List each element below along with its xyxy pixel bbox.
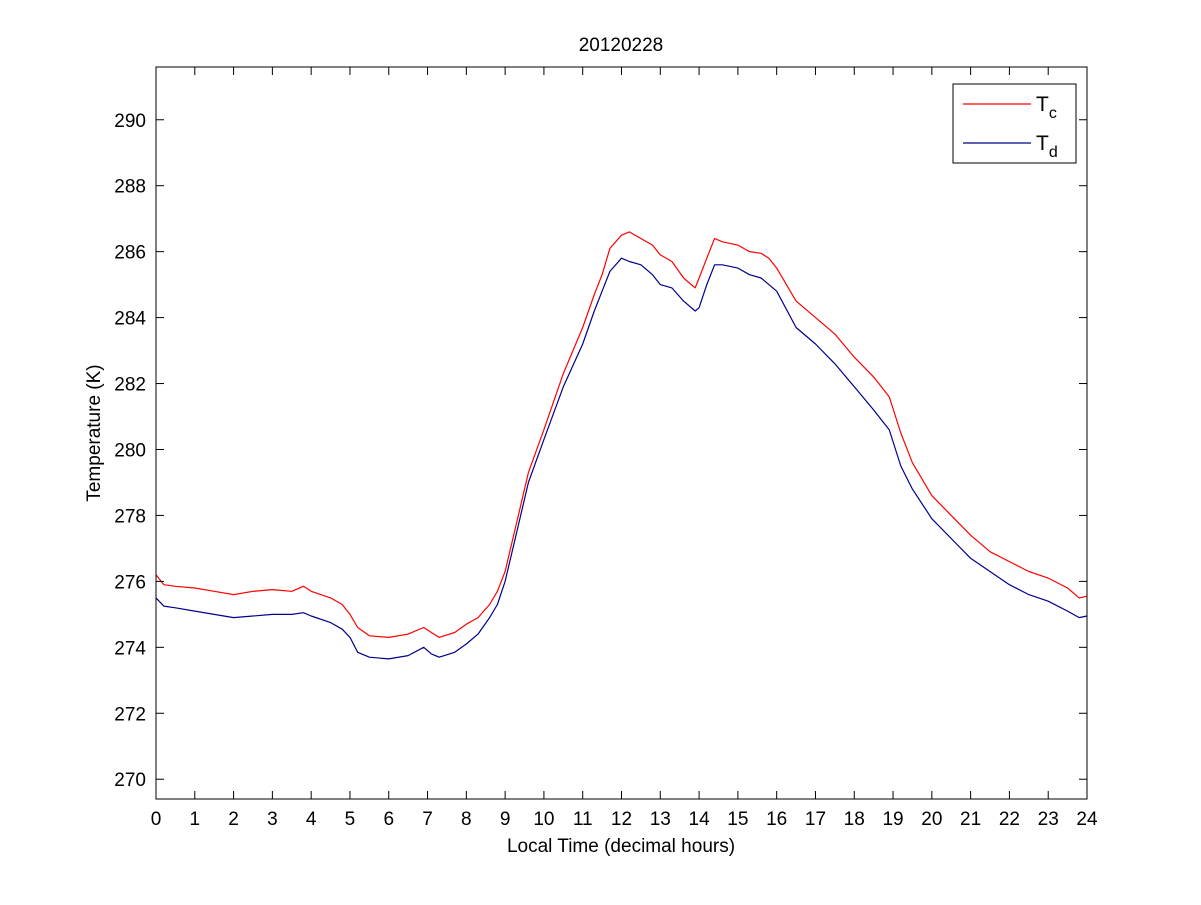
series-line-tc <box>155 231 1088 639</box>
x-tick-label: 10 <box>533 809 554 830</box>
legend-box <box>952 83 1077 164</box>
legend-label-subscript: d <box>1049 144 1058 161</box>
x-tick-label: 6 <box>383 809 394 830</box>
y-tick-label: 270 <box>114 770 146 791</box>
y-tick-label: 290 <box>114 111 146 132</box>
y-tick-label: 278 <box>114 506 146 527</box>
chart-title: 20120228 <box>579 35 664 56</box>
x-tick-label: 18 <box>844 809 865 830</box>
x-tick-label: 16 <box>766 809 787 830</box>
y-tick-label: 272 <box>114 704 146 725</box>
x-tick-label: 11 <box>573 809 593 830</box>
x-tick-label: 7 <box>422 809 433 830</box>
x-tick-label: 22 <box>999 809 1020 830</box>
x-tick-label: 1 <box>190 809 201 830</box>
series-layer <box>155 231 1088 660</box>
x-tick-label: 0 <box>151 809 162 830</box>
y-tick-label: 284 <box>114 309 146 330</box>
x-tick-label: 12 <box>611 809 632 830</box>
series-line-td <box>155 257 1088 660</box>
x-tick-label: 21 <box>960 809 981 830</box>
x-tick-label: 9 <box>500 809 511 830</box>
ticks-layer: 0 1 2 3 4 5 6 7 8 9 10 11 12 13 14 15 16 17 18 19 20 21 22 23 24… <box>114 67 1098 830</box>
y-tick-label: 276 <box>114 572 146 593</box>
y-tick-label: 286 <box>114 243 146 264</box>
x-tick-label: 15 <box>727 809 748 830</box>
y-tick-label: 282 <box>114 375 146 396</box>
x-tick-label: 14 <box>689 809 711 830</box>
x-tick-label: 5 <box>345 809 356 830</box>
x-tick-label: 13 <box>650 809 671 830</box>
x-tick-label: 2 <box>228 809 239 830</box>
x-tick-label: 3 <box>267 809 278 830</box>
y-tick-label: 280 <box>114 440 146 461</box>
plot-frame <box>155 66 1088 800</box>
x-tick-label: 8 <box>461 809 472 830</box>
x-tick-label: 4 <box>306 809 317 830</box>
x-tick-label: 19 <box>882 809 903 830</box>
x-tick-label: 17 <box>805 809 826 830</box>
y-tick-label: 274 <box>114 638 146 659</box>
x-tick-label: 23 <box>1038 809 1059 830</box>
y-axis-label: Temperature (K) <box>84 364 105 501</box>
legend-label-subscript: c <box>1049 105 1057 122</box>
x-axis-label: Local Time (decimal hours) <box>507 836 735 857</box>
x-tick-label: 24 <box>1076 809 1098 830</box>
y-tick-label: 288 <box>114 177 146 198</box>
x-tick-label: 20 <box>921 809 942 830</box>
